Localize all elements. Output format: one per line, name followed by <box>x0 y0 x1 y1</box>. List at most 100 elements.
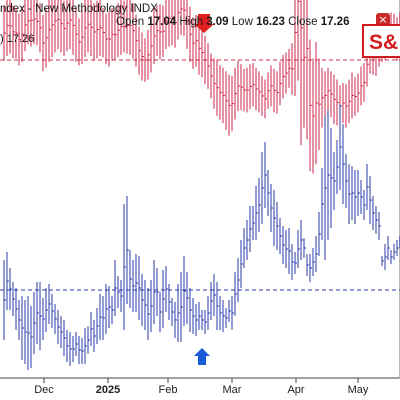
upper-bar <box>6 0 9 57</box>
upper-bar <box>315 41 318 165</box>
upper-bar <box>267 72 270 109</box>
open-label: Open <box>116 16 145 28</box>
lower-bar <box>270 184 273 232</box>
lower-bar <box>315 236 318 272</box>
close-icon[interactable]: × <box>376 13 390 27</box>
upper-bar <box>330 71 333 118</box>
x-ticks <box>43 378 359 383</box>
lower-bar <box>195 304 198 336</box>
upper-bar <box>126 0 129 54</box>
lower-bar <box>45 288 48 332</box>
lower-bar <box>48 284 51 324</box>
upper-bar <box>108 11 111 67</box>
lower-bar <box>93 320 96 352</box>
upper-bar <box>189 6 192 62</box>
lower-bar <box>225 308 228 328</box>
upper-bar <box>159 4 162 60</box>
lower-bar <box>243 228 246 268</box>
lower-bar <box>9 268 12 310</box>
upper-bar <box>228 74 231 136</box>
upper-bar <box>120 0 123 55</box>
upper-bar <box>216 59 219 116</box>
lower-bar <box>114 260 117 316</box>
lower-bar <box>264 142 267 208</box>
ohlc-readout: Open 17.04 High 3.09 Low 16.23 Close 17.… <box>116 16 349 28</box>
upper-bar <box>246 67 249 113</box>
lower-bar <box>207 296 210 330</box>
upper-bar <box>132 3 135 59</box>
lower-series <box>3 104 400 370</box>
lower-bar <box>63 320 66 356</box>
lower-bar <box>171 298 174 326</box>
upper-bar <box>198 21 201 75</box>
lower-bar <box>108 286 111 328</box>
upper-bar <box>255 67 258 111</box>
lower-bar <box>318 212 321 256</box>
lower-bar <box>144 280 147 330</box>
lower-bar <box>330 128 333 228</box>
upper-bar <box>174 0 177 48</box>
upper-bar <box>162 5 165 58</box>
upper-bar <box>99 0 102 57</box>
upper-bar <box>57 0 60 49</box>
arrow-down-icon <box>194 14 214 33</box>
upper-bar <box>84 0 87 58</box>
chart-title: ndex - New Methodology INDX <box>0 3 158 15</box>
upper-bar <box>213 58 216 109</box>
upper-bar <box>87 0 90 53</box>
lower-bar <box>60 316 63 348</box>
lower-bar <box>36 282 39 344</box>
lower-bar <box>75 332 78 356</box>
upper-bar <box>12 5 15 59</box>
upper-bar <box>312 58 315 174</box>
lower-bar <box>285 230 288 268</box>
upper-bar <box>303 0 306 128</box>
upper-bar <box>141 32 144 81</box>
lower-bar <box>87 326 90 354</box>
lower-bar <box>336 140 339 194</box>
high-label: High <box>179 16 203 28</box>
upper-bar <box>258 71 261 113</box>
upper-bar <box>201 27 204 78</box>
upper-bar <box>333 74 336 125</box>
upper-bar <box>270 65 273 107</box>
upper-bar <box>285 52 288 94</box>
upper-bar <box>327 67 330 114</box>
upper-bar <box>249 64 252 109</box>
x-tick-label: 2025 <box>95 384 121 396</box>
lower-bar <box>327 110 330 240</box>
upper-bar <box>288 48 291 88</box>
upper-bar <box>45 7 48 68</box>
upper-bar <box>297 0 300 81</box>
upper-bar <box>75 6 78 62</box>
upper-bar <box>210 53 213 99</box>
lower-bar <box>204 310 207 334</box>
upper-bar <box>363 63 366 102</box>
upper-bar <box>294 0 297 96</box>
lower-bar <box>84 328 87 364</box>
lower-bar <box>153 260 156 324</box>
lower-bar <box>57 310 60 344</box>
lower-bar <box>129 250 132 308</box>
lower-bar <box>3 260 6 340</box>
lower-bar <box>381 256 384 266</box>
lower-bar <box>288 228 291 274</box>
upper-bar <box>204 36 207 85</box>
lower-bar <box>213 274 216 316</box>
upper-bar <box>93 3 96 61</box>
upper-bar <box>42 14 45 72</box>
lower-bar <box>147 288 150 340</box>
upper-bar <box>18 13 21 66</box>
upper-bar <box>72 0 75 55</box>
upper-bar <box>33 0 36 45</box>
x-tick-label: Apr <box>287 384 305 396</box>
upper-bar <box>129 0 132 55</box>
upper-bar <box>345 84 348 128</box>
lower-bar <box>66 330 69 362</box>
lower-bar <box>366 164 369 210</box>
lower-bar <box>15 288 18 330</box>
upper-bar <box>15 7 18 59</box>
lower-bar <box>261 152 264 224</box>
lower-bar <box>90 312 93 346</box>
lower-bar <box>6 252 9 310</box>
